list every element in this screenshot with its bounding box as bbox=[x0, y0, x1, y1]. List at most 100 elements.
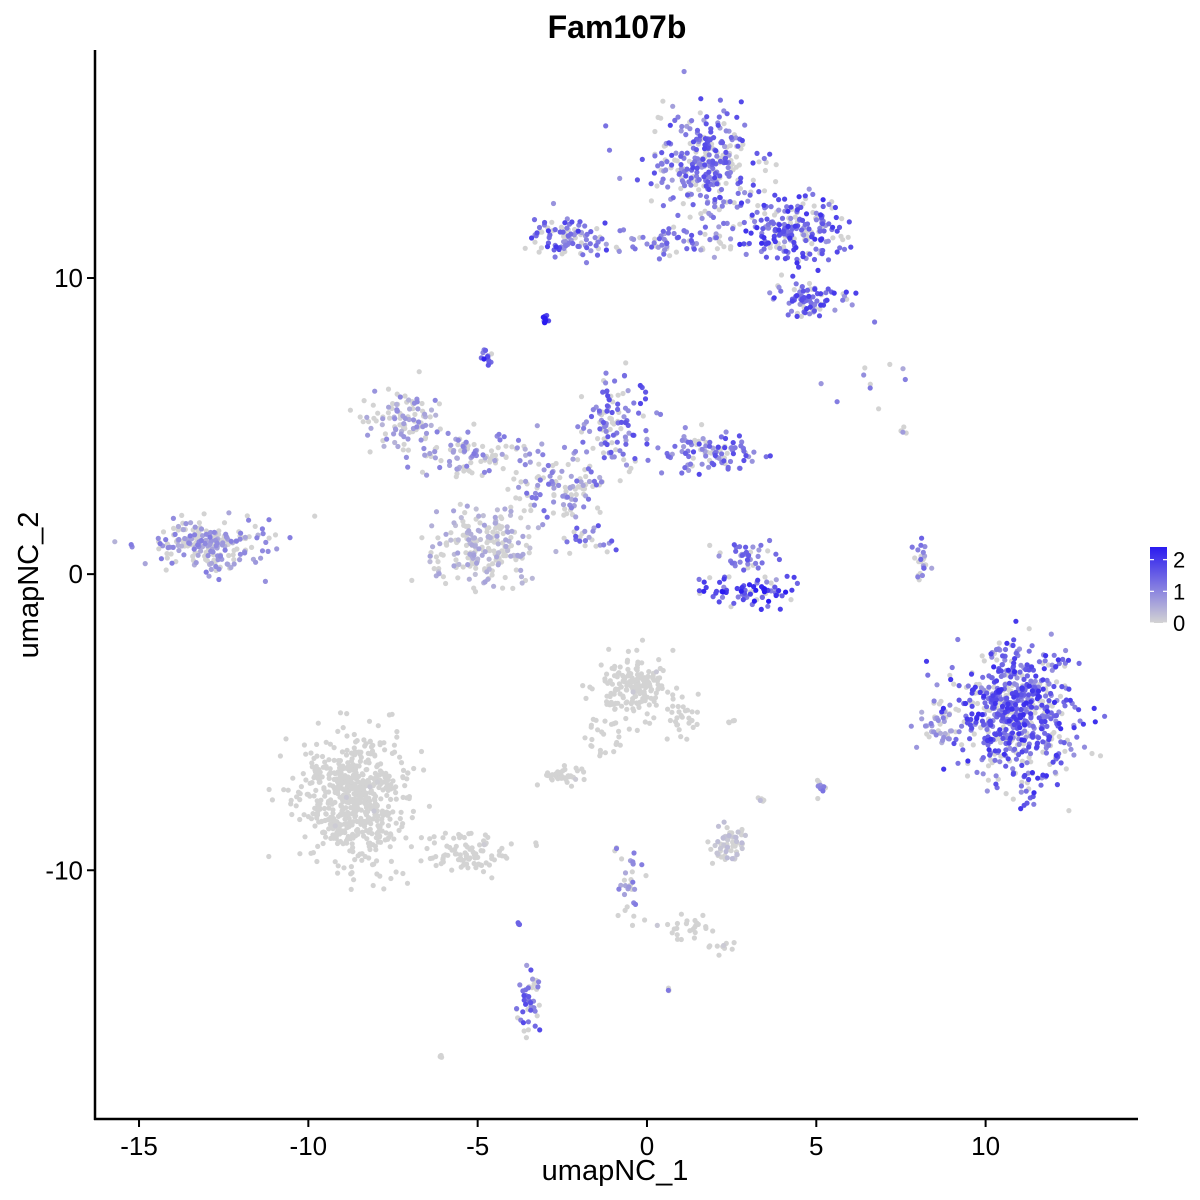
cell-point bbox=[394, 407, 400, 413]
cell-point bbox=[537, 477, 543, 483]
cell-point bbox=[767, 151, 773, 157]
cell-point bbox=[624, 904, 630, 910]
cell-point bbox=[393, 427, 399, 433]
cell-point bbox=[604, 693, 610, 699]
cell-point bbox=[679, 178, 686, 184]
cell-point bbox=[384, 809, 390, 815]
cell-point bbox=[473, 851, 479, 857]
cell-point bbox=[656, 256, 663, 262]
cell-point bbox=[609, 440, 615, 446]
cell-point bbox=[502, 574, 508, 581]
cell-point bbox=[480, 869, 487, 875]
cell-point bbox=[956, 697, 962, 703]
cell-point bbox=[518, 553, 524, 559]
cell-point bbox=[532, 1023, 538, 1029]
cell-point bbox=[919, 716, 925, 722]
cell-point bbox=[485, 362, 491, 368]
cell-point bbox=[213, 563, 219, 570]
cell-point bbox=[701, 588, 707, 594]
cell-point bbox=[988, 722, 994, 728]
cell-point bbox=[636, 410, 642, 416]
cell-point bbox=[651, 698, 657, 705]
cell-point bbox=[539, 441, 545, 447]
cell-point bbox=[522, 462, 528, 468]
cell-point bbox=[735, 594, 741, 600]
cell-point bbox=[625, 648, 632, 655]
y-tick-label: 0 bbox=[69, 559, 83, 589]
cell-point bbox=[659, 683, 665, 689]
cell-point bbox=[738, 200, 745, 206]
cell-point bbox=[614, 439, 620, 445]
cell-point bbox=[326, 826, 332, 832]
cell-point bbox=[799, 227, 805, 233]
cell-point bbox=[1051, 652, 1057, 658]
cell-point bbox=[690, 202, 696, 208]
cell-point bbox=[373, 774, 380, 780]
cell-point bbox=[1026, 776, 1032, 783]
cell-point bbox=[208, 529, 214, 536]
cell-point bbox=[601, 455, 607, 461]
cell-point bbox=[379, 816, 385, 822]
cell-point bbox=[345, 760, 351, 766]
cell-point bbox=[764, 216, 770, 222]
cell-point bbox=[986, 747, 992, 753]
cell-point bbox=[429, 523, 435, 529]
cell-point bbox=[434, 429, 440, 435]
cell-point bbox=[477, 528, 483, 534]
cell-point bbox=[455, 575, 461, 581]
cell-point bbox=[216, 576, 222, 583]
cell-point bbox=[725, 466, 731, 472]
cell-point bbox=[1044, 704, 1050, 710]
cell-point bbox=[791, 239, 797, 246]
cell-point bbox=[1023, 700, 1029, 706]
cell-point bbox=[672, 443, 678, 449]
cell-point bbox=[1021, 802, 1027, 808]
cell-point bbox=[370, 402, 376, 408]
cell-point bbox=[485, 534, 491, 540]
cell-point bbox=[681, 228, 687, 234]
cell-point bbox=[634, 700, 640, 706]
cell-point bbox=[466, 576, 472, 582]
cell-point bbox=[834, 228, 840, 234]
cell-point bbox=[987, 718, 993, 724]
cell-point bbox=[360, 419, 366, 425]
cell-point bbox=[602, 750, 609, 756]
cell-point bbox=[1017, 724, 1023, 731]
cell-point bbox=[520, 533, 526, 540]
cell-point bbox=[714, 246, 721, 252]
cell-point bbox=[644, 694, 650, 700]
cell-point bbox=[741, 241, 747, 247]
cell-point bbox=[1003, 791, 1009, 797]
cell-point bbox=[687, 126, 693, 132]
cell-point bbox=[303, 777, 309, 783]
cell-point bbox=[625, 388, 631, 394]
cell-point bbox=[811, 203, 817, 209]
cell-point bbox=[398, 760, 405, 766]
cell-point bbox=[785, 312, 791, 318]
cell-point bbox=[703, 925, 709, 932]
cell-point bbox=[623, 687, 629, 693]
cell-point bbox=[549, 469, 555, 476]
cell-point bbox=[699, 215, 705, 221]
cell-point bbox=[876, 406, 882, 412]
cell-point bbox=[403, 454, 409, 460]
cell-point bbox=[202, 540, 208, 547]
cell-point bbox=[495, 562, 501, 568]
cell-point bbox=[717, 579, 723, 585]
cell-point bbox=[478, 458, 484, 464]
cell-point bbox=[1013, 706, 1020, 713]
cell-point bbox=[1035, 775, 1041, 781]
cell-point bbox=[820, 197, 826, 203]
cell-point bbox=[718, 240, 724, 246]
cell-point bbox=[1043, 693, 1049, 699]
cell-point bbox=[768, 580, 774, 586]
cell-point bbox=[816, 313, 823, 319]
cell-point bbox=[517, 982, 523, 988]
cell-point bbox=[463, 550, 469, 556]
cell-point bbox=[508, 504, 514, 510]
cell-point bbox=[1051, 683, 1057, 690]
cell-point bbox=[366, 779, 372, 785]
cell-point bbox=[1054, 782, 1060, 788]
cell-point bbox=[790, 273, 796, 279]
cell-point bbox=[789, 587, 795, 593]
